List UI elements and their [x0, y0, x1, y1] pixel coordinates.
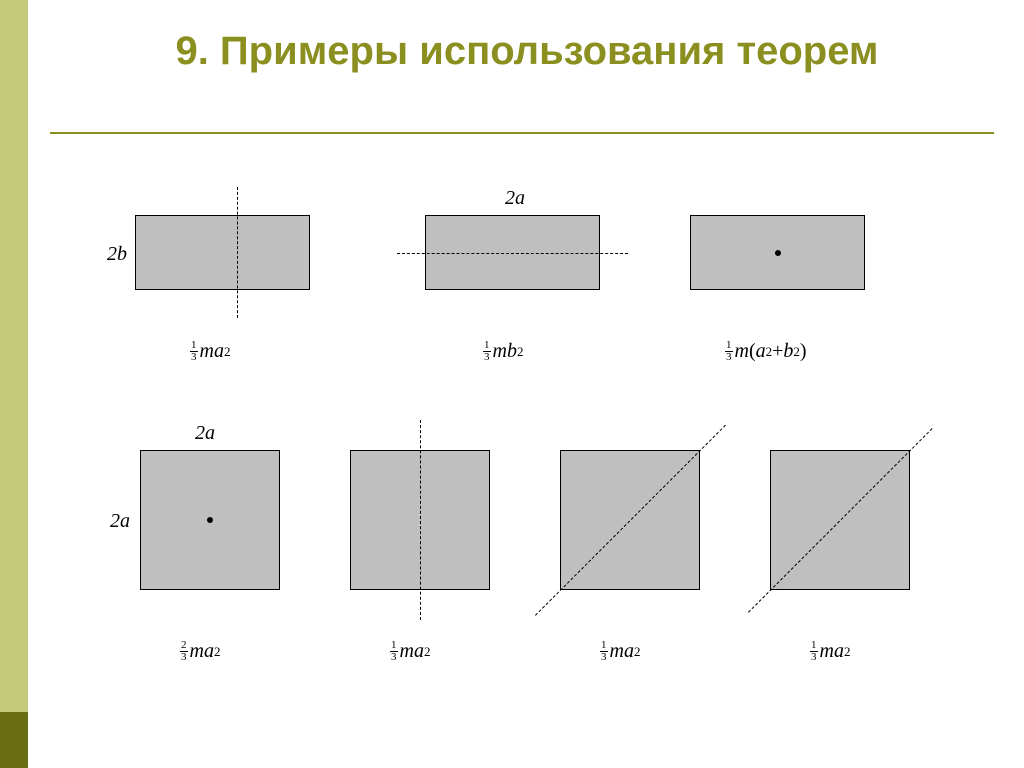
- axis-line: [420, 420, 421, 620]
- diagram-square-0: 2a2a23ma2: [140, 450, 280, 590]
- title-underline: [50, 132, 994, 134]
- axis-line: [237, 187, 238, 318]
- diagram-square-2: 13ma2: [560, 450, 700, 590]
- diagram-square-1: 13ma2: [350, 450, 490, 590]
- sidebar-stripe-a: [0, 0, 28, 712]
- diagram-rect-1: 2a13mb2: [425, 215, 600, 290]
- diagram-square-3: 13ma2: [770, 450, 910, 590]
- formula: 13ma2: [810, 640, 850, 663]
- slide-title: 9. Примеры использования теорем: [60, 28, 994, 74]
- formula: 13mb2: [483, 340, 523, 363]
- dimension-label: 2a: [110, 510, 130, 533]
- formula: 23ma2: [180, 640, 220, 663]
- dimension-label: 2b: [107, 243, 127, 266]
- diagram-rect-0: 2b13ma2: [135, 215, 310, 290]
- center-dot: [207, 517, 213, 523]
- axis-line: [397, 253, 628, 254]
- sidebar-stripe-b: [0, 712, 28, 768]
- formula: 13ma2: [190, 340, 230, 363]
- center-dot: [775, 250, 781, 256]
- dimension-label: 2a: [505, 187, 525, 210]
- shape-rect: [135, 215, 310, 290]
- diagram-rect-2: 13m(a2 + b2): [690, 215, 865, 290]
- dimension-label: 2a: [195, 422, 215, 445]
- formula: 13ma2: [600, 640, 640, 663]
- diagram-area: 2b13ma22a13mb213m(a2 + b2)2a2a23ma213ma2…: [50, 170, 994, 748]
- formula: 13m(a2 + b2): [725, 340, 807, 363]
- formula: 13ma2: [390, 640, 430, 663]
